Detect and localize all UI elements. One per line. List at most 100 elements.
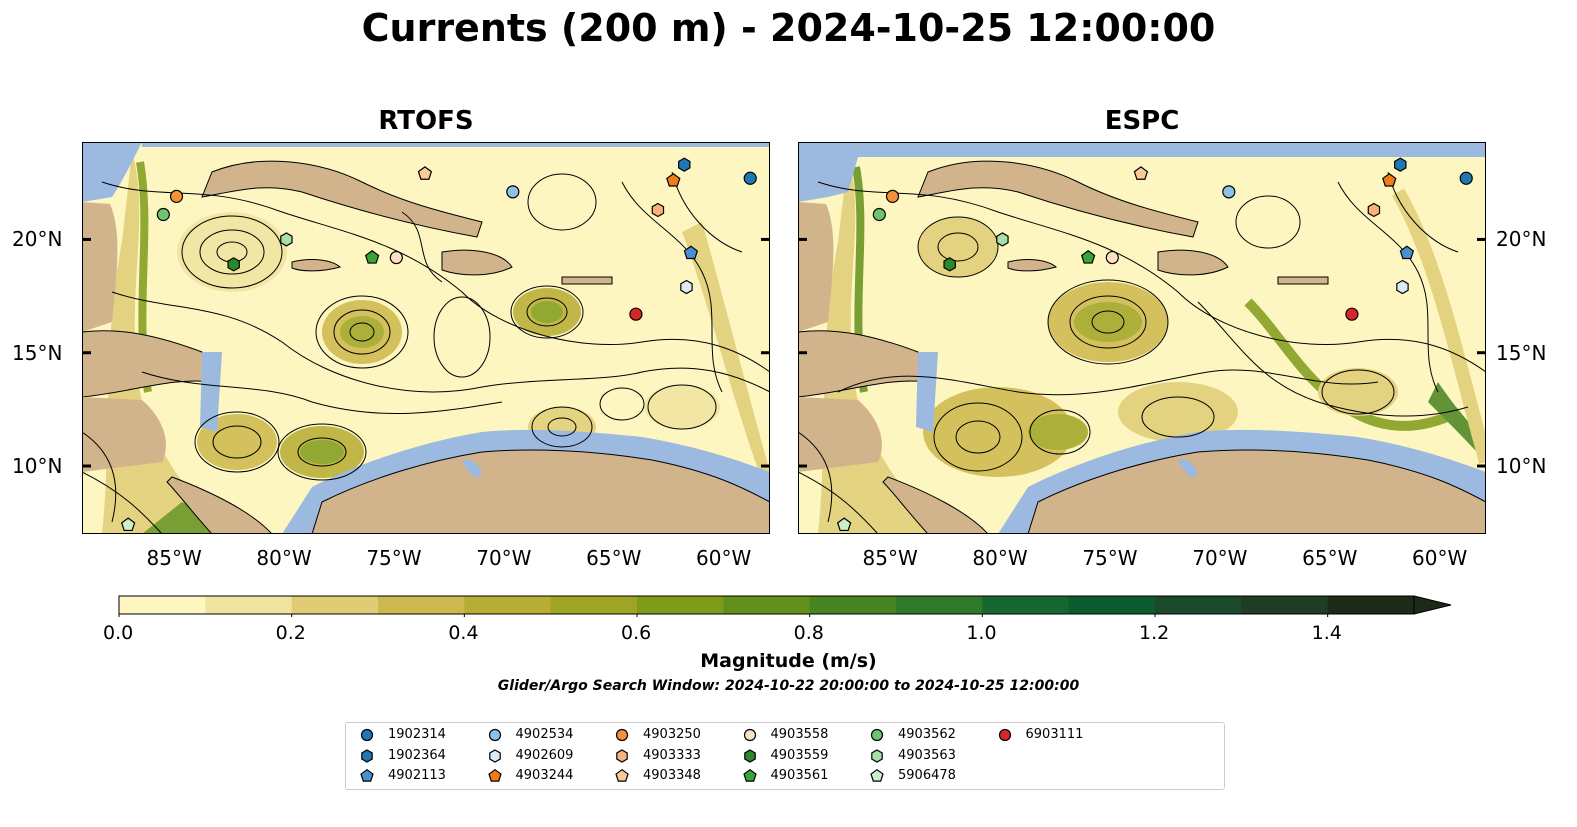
- float-marker-4902534: [506, 185, 520, 199]
- lon-tick-label: 60°W: [696, 546, 752, 570]
- legend-label: 4902113: [388, 768, 446, 783]
- colorbar-segment: [809, 596, 897, 614]
- panel-title-rtofs: RTOFS: [378, 106, 474, 136]
- legend-marker: [998, 728, 1011, 742]
- lat-tick-label: 10°N: [1496, 454, 1547, 479]
- legend-label: 4903558: [770, 727, 829, 742]
- float-marker-4903558: [1105, 250, 1119, 265]
- lon-tick-label: 60°W: [1412, 546, 1468, 570]
- lon-tick-label: 80°W: [972, 546, 1028, 570]
- float-marker-4903250: [885, 189, 900, 203]
- colorbar-tick-label: 0.4: [448, 622, 479, 644]
- streamlines: [798, 171, 1486, 534]
- colorbar-segment: [205, 596, 293, 614]
- pentagon-icon: [870, 768, 884, 782]
- float-marker-4903563: [996, 232, 1009, 247]
- legend-marker: [488, 728, 501, 742]
- float-marker-4902534: [1222, 185, 1236, 199]
- float-marker-4902609: [680, 279, 693, 295]
- colorbar-tick-label: 0.8: [793, 622, 824, 644]
- lon-tick-label: 70°W: [1192, 546, 1248, 570]
- circle-icon: [998, 728, 1011, 742]
- float-markers: [120, 157, 757, 532]
- float-marker-4903561: [364, 250, 380, 264]
- lat-tick-label: 15°N: [1496, 340, 1547, 365]
- land-and-sea: [798, 142, 1486, 534]
- float-marker-4903244: [666, 172, 681, 187]
- colorbar: [118, 595, 1452, 617]
- legend-marker: [360, 768, 374, 782]
- legend-marker: [871, 748, 883, 763]
- hexagon-icon: [361, 748, 373, 763]
- colorbar-tick-label: 1.2: [1139, 622, 1170, 644]
- pentagon-icon: [742, 768, 757, 782]
- colorbar-tick-label: 1.4: [1311, 622, 1342, 644]
- float-marker-1902314: [743, 171, 757, 185]
- legend-label: 4903333: [643, 747, 701, 763]
- colorbar-tick-label: 0.6: [621, 622, 652, 644]
- pentagon-icon: [615, 768, 629, 782]
- lon-tick-label: 65°W: [586, 546, 642, 570]
- streamlines: [82, 171, 770, 534]
- legend-marker: [615, 768, 629, 782]
- float-marker-1902364: [678, 157, 691, 172]
- legend-label: 4903244: [515, 768, 574, 783]
- float-marker-6903111: [629, 307, 643, 321]
- colorbar-extend-arrow: [1413, 595, 1452, 615]
- circle-icon: [488, 728, 501, 742]
- float-marker-4903333: [651, 202, 665, 218]
- colorbar-segment: [723, 596, 811, 614]
- figure-title: Currents (200 m) - 2024-10-25 12:00:00: [361, 6, 1216, 50]
- colorbar-segment: [982, 596, 1070, 614]
- colorbar-segment: [896, 596, 983, 614]
- float-marker-5906478: [120, 517, 136, 532]
- float-marker-4902609: [1396, 279, 1409, 295]
- lon-tick-label: 80°W: [256, 546, 312, 570]
- circle-icon: [360, 728, 374, 742]
- float-marker-4903250: [169, 189, 184, 203]
- map-panel-rtofs[interactable]: [82, 142, 770, 534]
- colorbar-segment: [464, 596, 552, 614]
- pentagon-icon: [360, 768, 374, 782]
- legend-marker: [870, 768, 884, 782]
- legend-label: 5906478: [898, 768, 956, 783]
- float-marker-4903563: [280, 232, 293, 247]
- legend-marker: [615, 728, 629, 742]
- colorbar-segment: [1068, 596, 1156, 614]
- panel-title-espc: ESPC: [1104, 106, 1180, 136]
- float-marker-4903558: [389, 250, 403, 265]
- legend-label: 4903559: [770, 747, 829, 763]
- legend-marker: [360, 728, 374, 742]
- float-marker-4903559: [943, 257, 956, 272]
- legend-label: 4902609: [515, 747, 574, 763]
- map-panel-espc[interactable]: [798, 142, 1486, 534]
- hexagon-icon: [871, 748, 883, 763]
- float-marker-4903348: [1133, 166, 1149, 180]
- legend-marker: [870, 728, 884, 742]
- search-window-text: Glider/Argo Search Window: 2024-10-22 20…: [497, 678, 1080, 694]
- float-markers: [836, 157, 1473, 532]
- float-marker-4902113: [683, 245, 699, 260]
- legend-marker: [743, 728, 756, 742]
- float-marker-5906478: [836, 517, 852, 532]
- float-marker-4903562: [156, 207, 170, 222]
- lat-tick-label: 20°N: [12, 227, 63, 252]
- lon-tick-label: 85°W: [862, 546, 918, 570]
- float-marker-4902113: [1399, 245, 1415, 260]
- float-marker-4903561: [1080, 250, 1096, 264]
- legend-marker: [361, 748, 373, 763]
- circle-icon: [870, 728, 884, 742]
- lat-tick-label: 15°N: [12, 340, 63, 365]
- hexagon-icon: [488, 748, 501, 763]
- legend-marker: [487, 768, 502, 782]
- colorbar-tick-label: 1.0: [966, 622, 997, 644]
- colorbar-outline: [118, 595, 1415, 615]
- float-marker-4903348: [417, 166, 433, 180]
- legend-marker: [742, 768, 757, 782]
- colorbar-tick-label: 0.0: [103, 622, 134, 644]
- float-marker-4903562: [872, 207, 886, 222]
- colorbar-segment: [119, 596, 206, 614]
- colorbar-segment: [637, 596, 724, 614]
- colorbar-tick-label: 0.2: [275, 622, 306, 644]
- float-marker-4903333: [1367, 202, 1381, 218]
